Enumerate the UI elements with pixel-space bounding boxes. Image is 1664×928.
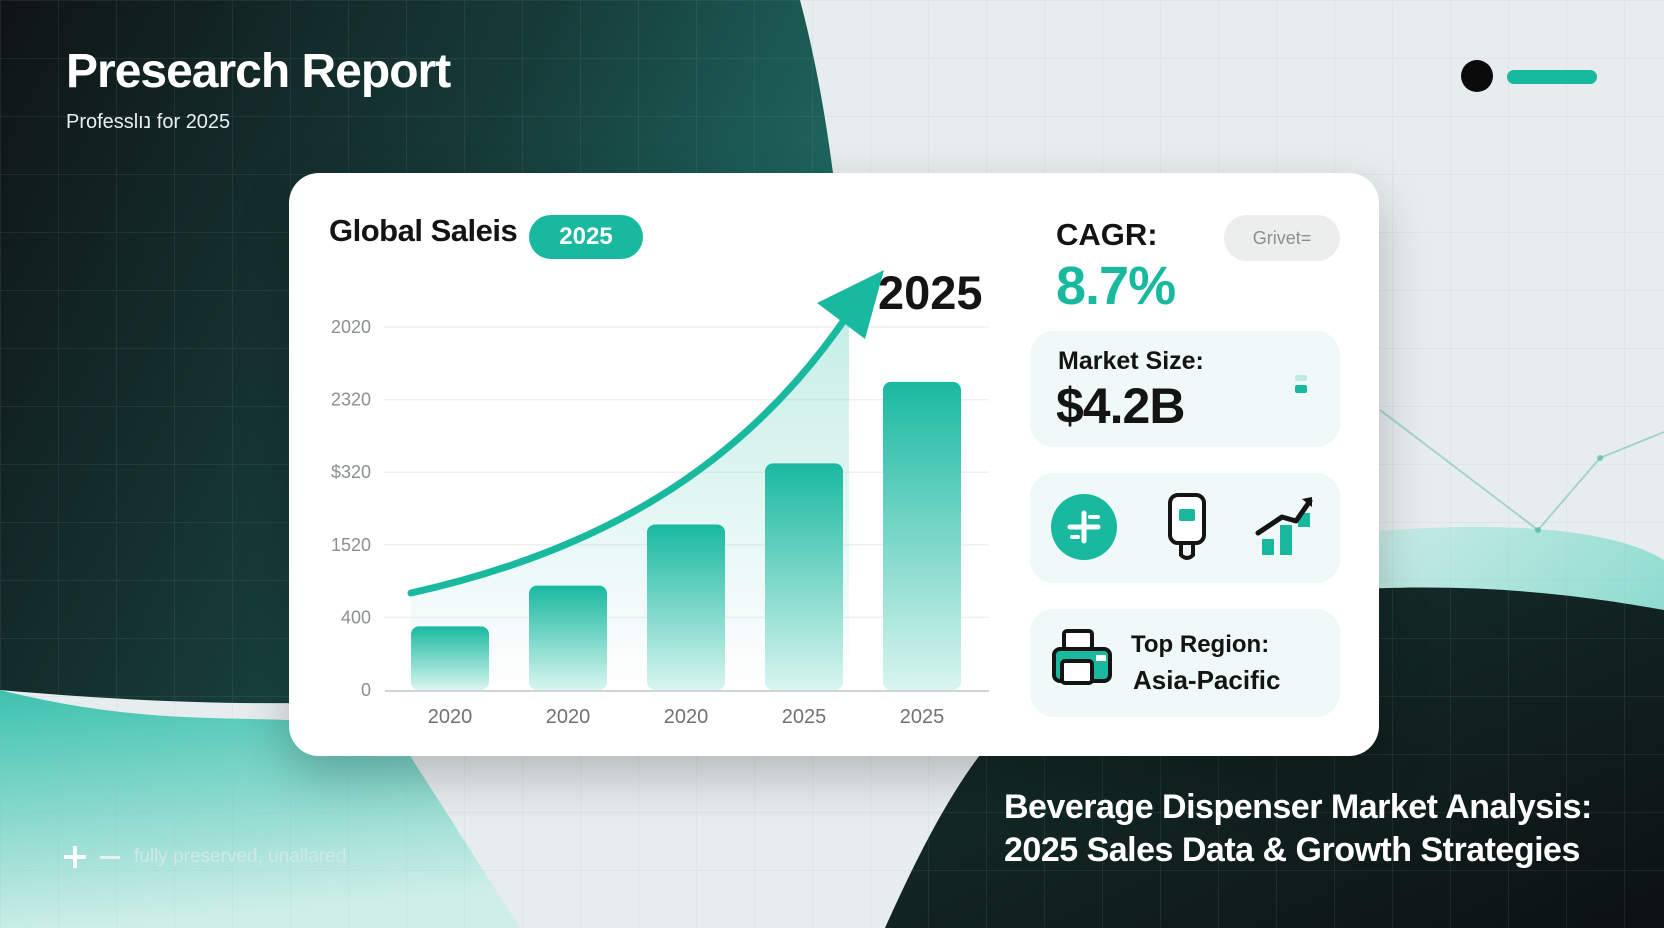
report-card: 0 400 1520 $320 2320 2020 2020 2020 2020 2025 202… <box>289 173 1379 756</box>
y-tick-label: 1520 <box>331 535 371 555</box>
x-tick-label: 2025 <box>900 706 945 728</box>
x-tick-label: 2020 <box>546 706 591 728</box>
trend-arrowhead-icon <box>817 270 884 339</box>
cagr-label: CAGR: <box>1056 217 1158 252</box>
report-title-line-2: 2025 Sales Data & Growth Strategies <box>1004 831 1580 869</box>
market-size-value: $4.2B <box>1056 378 1185 434</box>
footer-note-text: fully preserved, unallared <box>134 846 347 867</box>
bar <box>411 626 489 690</box>
top-region-label: Top Region: <box>1131 631 1270 658</box>
plus-circle-icon[interactable] <box>1050 491 1122 563</box>
printer-icon <box>1048 625 1120 697</box>
market-size-label: Market Size: <box>1058 347 1204 375</box>
y-tick-label: 400 <box>341 607 371 627</box>
bar <box>647 524 725 690</box>
x-tick-label: 2020 <box>428 706 473 728</box>
bar <box>883 381 961 690</box>
top-region-value: Asia-Pacific <box>1133 665 1281 695</box>
top-region-panel: Top Region: Asia-Pacific <box>1030 609 1340 717</box>
y-tick-label: $320 <box>331 462 371 482</box>
trend-line <box>407 309 853 597</box>
growth-chart-icon[interactable] <box>1252 491 1324 563</box>
report-title-line-1: Beverage Dispenser Market Analysis: <box>1004 788 1592 826</box>
mini-bar-icon <box>1295 375 1307 393</box>
chart-annotation: 2025 <box>878 266 983 319</box>
y-tick-label: 0 <box>361 680 371 700</box>
cagr-value: 8.7% <box>1056 256 1176 316</box>
y-tick-label: 2020 <box>331 317 371 337</box>
market-size-panel: Market Size: $4.2B <box>1030 331 1340 447</box>
page-subtitle: Professlנו for 2025 <box>66 111 231 133</box>
report-title: Beverage Dispenser Market Analysis: 2025… <box>1004 786 1624 872</box>
icon-panel <box>1030 473 1340 583</box>
bar <box>529 585 607 690</box>
dispenser-icon[interactable] <box>1152 491 1224 563</box>
y-tick-label: 2320 <box>331 390 371 410</box>
page-title: Presearch Report <box>66 45 451 98</box>
year-badge[interactable]: 2025 <box>529 215 643 259</box>
status-dot <box>1461 60 1493 92</box>
x-tick-label: 2025 <box>782 706 827 728</box>
bar <box>765 463 843 690</box>
progress-pill <box>1507 70 1597 84</box>
trend-area <box>411 313 849 690</box>
footer-note: fully preserved, unallared <box>64 846 346 868</box>
plus-icon[interactable] <box>64 846 86 868</box>
driver-chip[interactable]: Grivet= <box>1224 215 1340 261</box>
minus-icon[interactable] <box>100 855 120 859</box>
x-tick-label: 2020 <box>664 706 709 728</box>
chart-title: Global Saleis <box>329 213 518 248</box>
sales-bar-chart: 0 400 1520 $320 2320 2020 2020 2020 2020 2025 202… <box>331 266 989 728</box>
